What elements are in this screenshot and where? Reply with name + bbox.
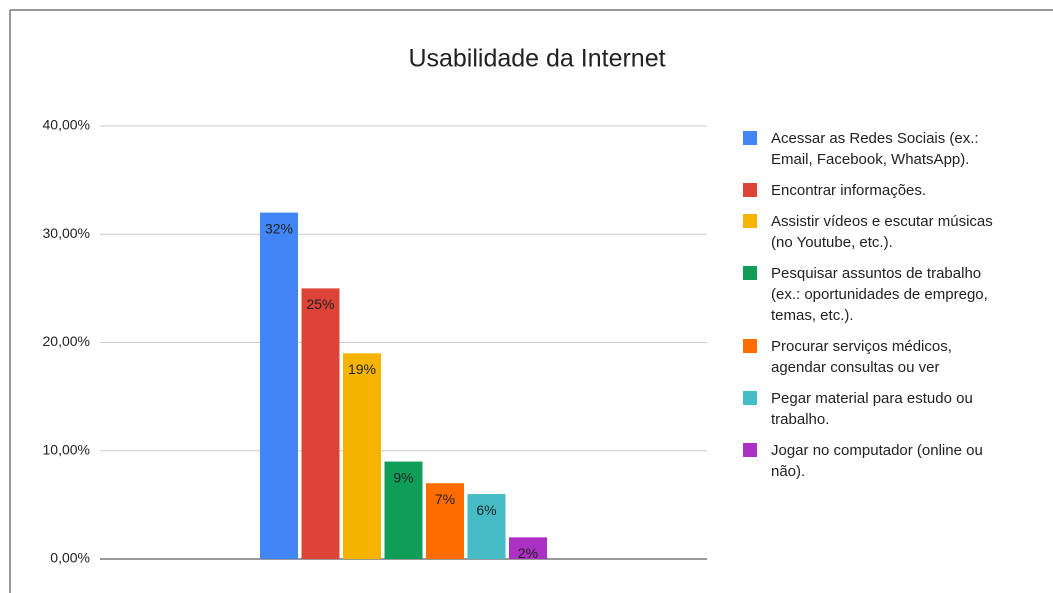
legend: Acessar as Redes Sociais (ex.: Email, Fa… [743,128,1011,482]
bar [509,537,547,559]
legend-label: Encontrar informações. [771,182,927,199]
legend-swatch [743,131,757,145]
bar [384,461,423,559]
legend-item: Assistir vídeos e escutar músicas (no Yo… [743,211,1011,253]
bar [301,288,340,559]
data-label: 32% [265,220,293,236]
data-label: 25% [306,296,334,312]
legend-label: Pesquisar assuntos de trabalho (ex.: opo… [771,265,988,324]
legend-item: Acessar as Redes Sociais (ex.: Email, Fa… [743,128,1011,170]
legend-swatch [743,391,757,405]
legend-label: Acessar as Redes Sociais (ex.: Email, Fa… [771,130,979,168]
data-label: 6% [476,502,496,518]
data-label: 7% [435,491,455,507]
legend-label: Assistir vídeos e escutar músicas (no Yo… [771,213,993,251]
data-label: 2% [518,545,538,561]
bar [343,353,381,559]
y-tick-label: 30,00% [43,225,90,241]
data-label: 9% [393,469,413,485]
y-tick-label: 40,00% [43,117,90,133]
legend-item: Jogar no computador (online ou não). [743,440,1011,482]
y-tick-label: 0,00% [50,550,90,566]
legend-label: Jogar no computador (online ou não). [771,442,983,480]
legend-swatch [743,443,757,457]
legend-item: Pesquisar assuntos de trabalho (ex.: opo… [743,263,1011,326]
legend-item: Procurar serviços médicos, agendar consu… [743,336,1011,378]
legend-label: Pegar material para estudo ou trabalho. [771,390,973,428]
legend-swatch [743,214,757,228]
bar [260,212,298,559]
bar [467,494,506,559]
legend-item: Pegar material para estudo ou trabalho. [743,388,1011,430]
bar [426,483,464,559]
legend-label: Procurar serviços médicos, agendar consu… [771,338,952,376]
legend-swatch [743,339,757,353]
legend-swatch [743,183,757,197]
legend-item: Encontrar informações. [743,180,1011,201]
data-label: 19% [348,361,376,377]
legend-swatch [743,266,757,280]
chart-title: Usabilidade da Internet [408,45,665,73]
y-tick-label: 20,00% [43,333,90,349]
y-tick-label: 10,00% [43,441,90,457]
